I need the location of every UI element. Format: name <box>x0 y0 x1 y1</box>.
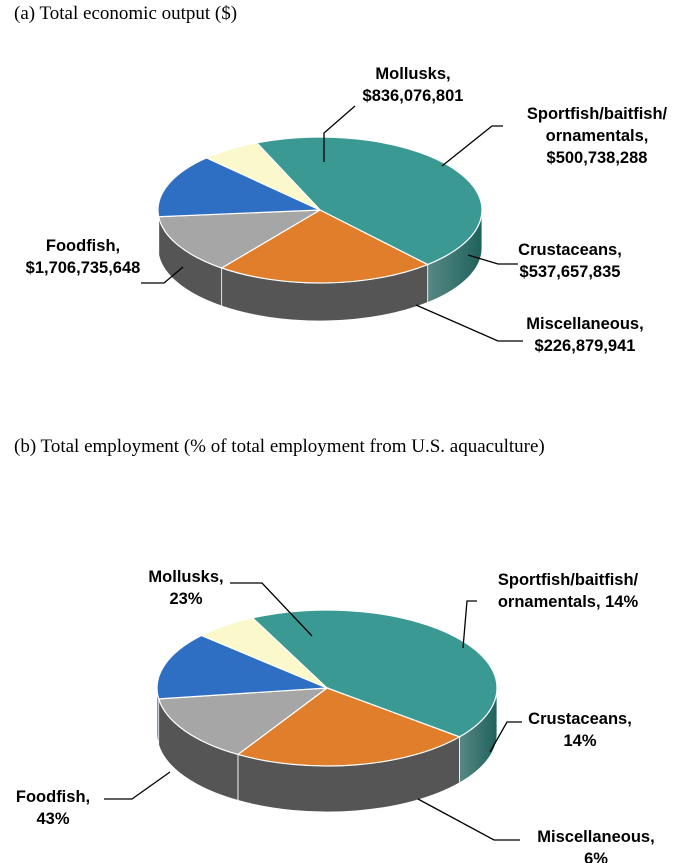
data-label-line: Miscellaneous, <box>526 315 643 333</box>
leader-line-miscellaneous <box>415 304 523 342</box>
leader-line-sportfish-baitfish-ornamentals <box>462 600 477 649</box>
data-label-line: ornamentals, 14% <box>498 593 639 611</box>
data-label-line: $500,738,288 <box>547 149 648 167</box>
data-label-line: Mollusks, <box>148 568 223 586</box>
leader-line-crustaceans <box>489 721 522 753</box>
data-label-line: Crustaceans, <box>518 241 622 259</box>
slice-mollusks <box>236 687 461 767</box>
data-label-line: Sportfish/baitfish/ <box>527 105 668 123</box>
data-label-line: Mollusks, <box>375 65 450 83</box>
slice-crustaceans <box>157 157 321 218</box>
leader-line-crustaceans <box>467 254 518 265</box>
leader-line-miscellaneous <box>417 798 520 841</box>
leader-line-sportfish-baitfish-ornamentals <box>441 125 503 167</box>
chart-a-labels: Foodfish, $1,706,735,648 Mollusks, $836,076… <box>26 65 668 355</box>
data-label-line: $226,879,941 <box>535 337 636 355</box>
data-label-line: Foodfish, <box>46 237 120 255</box>
data-label-line: 14% <box>563 732 596 750</box>
leader-line-mollusks <box>323 105 356 162</box>
slice-sportfish-baitfish-ornamentals <box>157 209 321 269</box>
data-label-mollusks: Mollusks, 23% <box>148 568 223 608</box>
data-label-line: 6% <box>584 850 608 863</box>
slice-miscellaneous <box>200 617 328 689</box>
data-label-line: ornamentals, <box>546 127 649 145</box>
slice-mollusks <box>220 209 430 284</box>
chart-b-title: (b) Total employment (% of total employm… <box>14 436 545 457</box>
slice-foodfish <box>255 136 483 266</box>
data-label-sportfish-baitfish-ornamentals: Sportfish/baitfish/ornamentals, $500,738,… <box>527 105 668 167</box>
leader-line-foodfish <box>141 266 184 284</box>
data-label-line: Crustaceans, <box>528 710 632 728</box>
data-label-line: $1,706,735,648 <box>26 259 141 277</box>
data-label-line: Miscellaneous, <box>537 828 654 846</box>
data-label-line: $836,076,801 <box>363 87 464 105</box>
slice-foodfish <box>251 609 498 738</box>
data-label-line: Sportfish/baitfish/ <box>498 571 639 589</box>
leader-line-mollusks <box>230 582 313 637</box>
chart-b-pie <box>156 609 498 813</box>
data-label-foodfish: Foodfish, 43% <box>16 788 90 828</box>
data-label-line: 43% <box>36 810 69 828</box>
data-label-line: $537,657,835 <box>520 263 621 281</box>
chart-b-labels: Foodfish, 43% Mollusks, 23% Sportfish/baitfi… <box>16 568 655 863</box>
data-label-sportfish-baitfish-ornamentals: Sportfish/baitfish/ornamentals, 14% <box>498 571 639 611</box>
chart-a-pie <box>157 136 483 322</box>
chart-a-title: (a) Total economic output ($) <box>14 3 237 24</box>
data-label-miscellaneous: Miscellaneous, $226,879,941 <box>526 315 643 355</box>
data-label-foodfish: Foodfish, $1,706,735,648 <box>26 237 141 277</box>
data-label-crustaceans: Crustaceans, $537,657,835 <box>518 241 622 281</box>
slice-sportfish-baitfish-ornamentals <box>157 687 329 756</box>
data-label-line: Foodfish, <box>16 788 90 806</box>
data-label-miscellaneous: Miscellaneous, 6% <box>537 828 654 863</box>
slice-miscellaneous <box>205 142 321 211</box>
data-label-crustaceans: Crustaceans, 14% <box>528 710 632 750</box>
data-label-mollusks: Mollusks, $836,076,801 <box>363 65 464 105</box>
data-label-line: 23% <box>169 590 202 608</box>
slice-crustaceans <box>156 634 328 700</box>
leader-line-foodfish <box>104 771 171 800</box>
